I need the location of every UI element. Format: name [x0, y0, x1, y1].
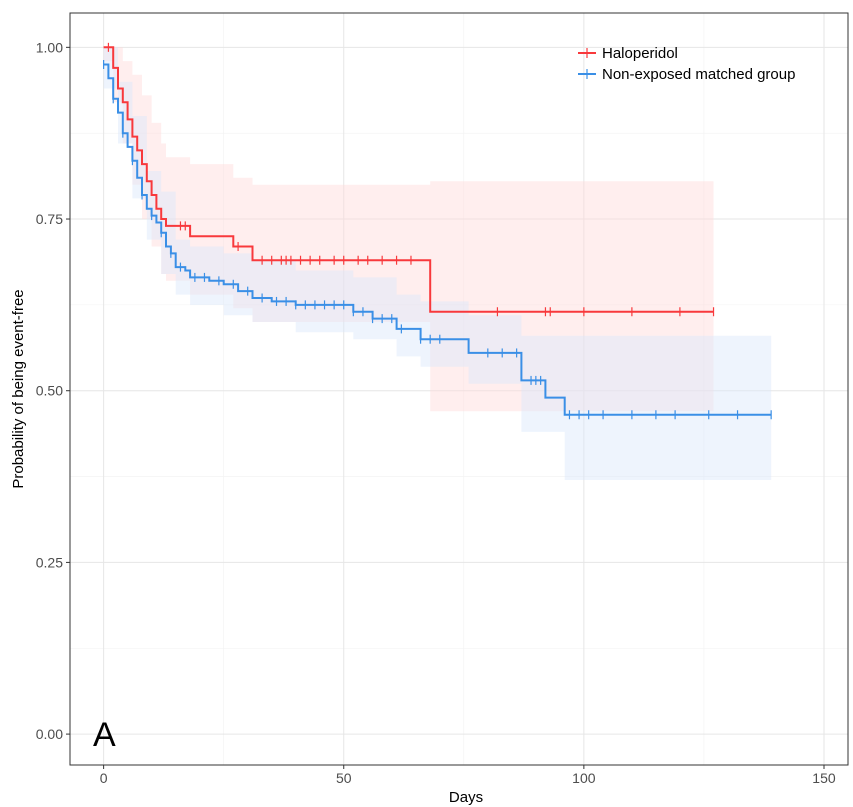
survival-curve-non-exposed	[103, 63, 772, 416]
legend-label-haloperidol: Haloperidol	[602, 45, 678, 62]
y-tick-label: 0.25	[36, 554, 63, 570]
legend: Haloperidol Non-exposed matched group	[578, 45, 795, 83]
y-tick-label: 0.50	[36, 383, 63, 399]
x-tick-label: 150	[812, 770, 836, 786]
panel-border	[69, 12, 849, 766]
x-axis-ticks: 0 50 100 150	[100, 765, 836, 786]
legend-item-haloperidol: Haloperidol	[578, 45, 678, 62]
x-tick-label: 50	[336, 770, 352, 786]
confidence-band-haloperidol	[103, 47, 714, 412]
survival-curves	[103, 46, 772, 416]
y-tick-label: 0.75	[36, 211, 63, 227]
legend-label-non-exposed: Non-exposed matched group	[602, 66, 795, 83]
panel-letter: A	[93, 716, 116, 754]
y-tick-label: 0.00	[36, 726, 63, 742]
y-axis-ticks: 0.00 0.25 0.50 0.75 1.00	[36, 39, 70, 742]
y-tick-label: 1.00	[36, 39, 63, 55]
confidence-bands	[103, 47, 772, 481]
panel-frame	[69, 12, 849, 766]
confidence-band-non-exposed	[103, 47, 772, 481]
legend-item-non-exposed: Non-exposed matched group	[578, 66, 795, 83]
x-axis-title: Days	[449, 789, 483, 806]
y-axis-title: Probability of being event-free	[10, 289, 27, 488]
x-tick-label: 0	[100, 770, 108, 786]
grid-layer	[70, 13, 848, 765]
survival-curve-haloperidol	[103, 46, 714, 313]
censor-marks	[103, 42, 772, 420]
x-tick-label: 100	[572, 770, 596, 786]
